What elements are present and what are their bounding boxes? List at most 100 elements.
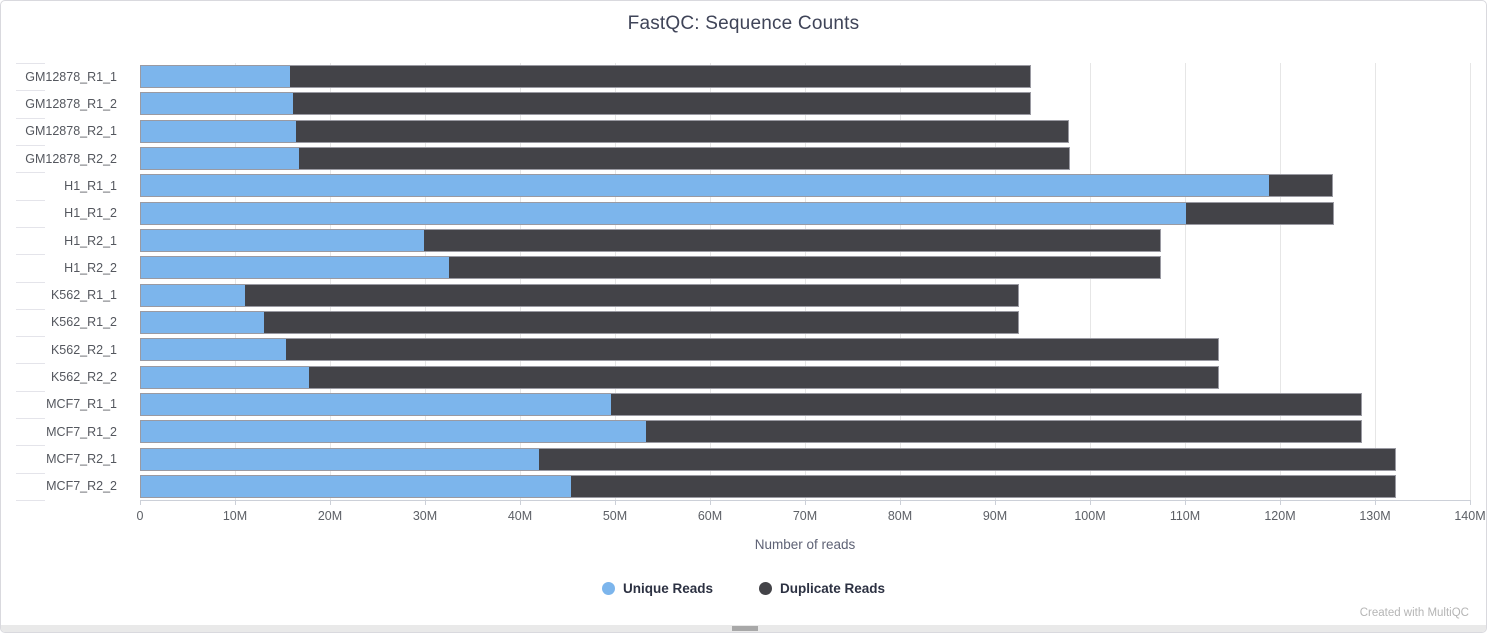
y-category-label: MCF7_R1_2 bbox=[46, 424, 117, 439]
y-category-label: GM12878_R2_1 bbox=[25, 124, 117, 139]
bar-segment-duplicate-reads[interactable] bbox=[1186, 202, 1334, 224]
bar-segment-duplicate-reads[interactable] bbox=[309, 366, 1219, 388]
x-axis-tick bbox=[614, 500, 616, 505]
y-axis-tick bbox=[16, 445, 45, 447]
bar-segment-duplicate-reads[interactable] bbox=[244, 284, 1018, 306]
bar-segment-unique-reads[interactable] bbox=[141, 339, 287, 361]
x-axis-tick bbox=[804, 500, 806, 505]
bar-segment-duplicate-reads[interactable] bbox=[293, 93, 1031, 115]
legend: Unique Reads Duplicate Reads bbox=[1, 581, 1486, 596]
y-category-label: H1_R1_2 bbox=[64, 206, 117, 221]
bar-segment-unique-reads[interactable] bbox=[141, 448, 540, 470]
gridline bbox=[1374, 63, 1376, 500]
bar-segment-duplicate-reads[interactable] bbox=[646, 421, 1361, 443]
bar-row-gm12878_r2_1 bbox=[140, 119, 1070, 143]
x-axis-tick bbox=[994, 500, 996, 505]
gridline bbox=[1089, 63, 1091, 500]
legend-item-unique-reads[interactable]: Unique Reads bbox=[601, 581, 713, 596]
bar-row-k562_r1_2 bbox=[140, 310, 1019, 334]
bar-segment-unique-reads[interactable] bbox=[141, 148, 299, 170]
x-tick-label: 60M bbox=[697, 509, 723, 523]
legend-marker-icon bbox=[758, 582, 772, 595]
chart-title: FastQC: Sequence Counts bbox=[627, 13, 860, 34]
horizontal-scrollbar-thumb[interactable] bbox=[732, 626, 758, 631]
x-axis-tick bbox=[139, 500, 141, 505]
bar-row-gm12878_r2_2 bbox=[140, 147, 1071, 171]
plot-area: 0 10M 20M 30M 40M 50M 60M 70M 80M 90M 100M 110M 120M… bbox=[16, 63, 1486, 523]
bar-row-h1_r2_2 bbox=[140, 256, 1162, 280]
bar-row-k562_r2_1 bbox=[140, 338, 1220, 362]
y-axis-tick bbox=[16, 117, 45, 119]
y-axis-tick bbox=[16, 226, 45, 228]
bar-segment-unique-reads[interactable] bbox=[141, 284, 245, 306]
y-axis-tick bbox=[16, 363, 45, 365]
y-category-label: GM12878_R1_1 bbox=[25, 69, 117, 84]
legend-item-duplicate-reads[interactable]: Duplicate Reads bbox=[758, 581, 885, 596]
bar-segment-unique-reads[interactable] bbox=[141, 311, 264, 333]
y-axis-tick bbox=[16, 172, 45, 174]
legend-label: Unique Reads bbox=[622, 581, 713, 596]
y-axis-tick bbox=[16, 418, 45, 420]
x-axis-tick bbox=[1469, 500, 1471, 505]
y-axis-tick bbox=[16, 308, 45, 310]
bar-segment-unique-reads[interactable] bbox=[141, 421, 647, 443]
gridline bbox=[899, 63, 901, 500]
y-category-label: H1_R2_1 bbox=[64, 233, 117, 248]
bar-segment-unique-reads[interactable] bbox=[141, 120, 296, 142]
x-axis-tick bbox=[424, 500, 426, 505]
bar-segment-unique-reads[interactable] bbox=[141, 230, 425, 252]
bar-row-h1_r1_1 bbox=[140, 174, 1334, 198]
y-category-label: GM12878_R1_2 bbox=[25, 96, 117, 111]
bar-segment-unique-reads[interactable] bbox=[141, 93, 293, 115]
horizontal-scrollbar-track[interactable] bbox=[1, 625, 1486, 632]
bar-segment-duplicate-reads[interactable] bbox=[571, 475, 1395, 497]
bar-segment-duplicate-reads[interactable] bbox=[286, 339, 1219, 361]
bar-segment-duplicate-reads[interactable] bbox=[611, 393, 1361, 415]
x-tick-label: 50M bbox=[602, 509, 628, 523]
bar-row-mcf7_r1_1 bbox=[140, 392, 1362, 416]
y-category-label: H1_R2_2 bbox=[64, 260, 117, 275]
x-tick-label: 10M bbox=[222, 509, 248, 523]
y-category-label: GM12878_R2_2 bbox=[25, 151, 117, 166]
y-axis-tick bbox=[16, 336, 45, 338]
y-category-label: MCF7_R2_1 bbox=[46, 452, 117, 467]
bar-segment-duplicate-reads[interactable] bbox=[1268, 175, 1333, 197]
gridline bbox=[994, 63, 996, 500]
bar-row-gm12878_r1_2 bbox=[140, 92, 1032, 116]
bar-segment-unique-reads[interactable] bbox=[141, 393, 612, 415]
x-tick-label: 0 bbox=[136, 509, 144, 523]
bar-segment-unique-reads[interactable] bbox=[141, 202, 1186, 224]
gridline bbox=[519, 63, 521, 500]
y-axis-tick bbox=[16, 63, 45, 64]
bar-segment-unique-reads[interactable] bbox=[141, 366, 310, 388]
bar-segment-duplicate-reads[interactable] bbox=[448, 257, 1161, 279]
gridline bbox=[1469, 63, 1471, 500]
bar-row-mcf7_r2_1 bbox=[140, 447, 1396, 471]
bar-segment-duplicate-reads[interactable] bbox=[424, 230, 1161, 252]
multiqc-watermark: Created with MultiQC bbox=[1359, 607, 1469, 619]
y-category-label: H1_R1_1 bbox=[64, 178, 117, 193]
bar-segment-unique-reads[interactable] bbox=[141, 175, 1269, 197]
x-axis-tick bbox=[329, 500, 331, 505]
gridline bbox=[804, 63, 806, 500]
gridline bbox=[1184, 63, 1186, 500]
legend-marker-icon bbox=[601, 582, 615, 595]
bar-segment-unique-reads[interactable] bbox=[141, 66, 291, 88]
bar-segment-duplicate-reads[interactable] bbox=[539, 448, 1395, 470]
gridline bbox=[614, 63, 616, 500]
bar-segment-duplicate-reads[interactable] bbox=[263, 311, 1018, 333]
bar-segment-unique-reads[interactable] bbox=[141, 475, 572, 497]
bar-row-gm12878_r1_1 bbox=[140, 65, 1032, 89]
bar-segment-unique-reads[interactable] bbox=[141, 257, 449, 279]
x-tick-label: 80M bbox=[887, 509, 913, 523]
bar-segment-duplicate-reads[interactable] bbox=[290, 66, 1031, 88]
y-axis-tick bbox=[16, 90, 45, 92]
x-tick-label: 120M bbox=[1264, 509, 1296, 523]
bar-row-k562_r1_1 bbox=[140, 283, 1019, 307]
bar-segment-duplicate-reads[interactable] bbox=[298, 148, 1070, 170]
bar-segment-duplicate-reads[interactable] bbox=[295, 120, 1069, 142]
x-axis-tick bbox=[1089, 500, 1091, 505]
y-axis-tick bbox=[16, 390, 45, 392]
gridline bbox=[1279, 63, 1281, 500]
